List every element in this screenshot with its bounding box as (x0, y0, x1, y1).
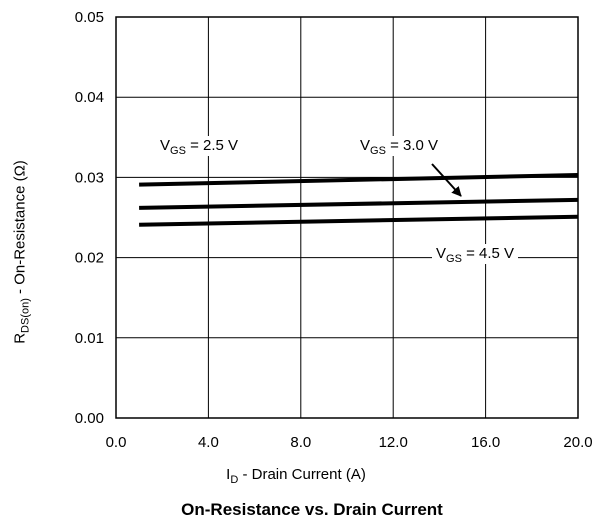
x-tick-label: 12.0 (379, 434, 408, 451)
y-axis-label: RDS(on) - On-Resistance (Ω) (11, 160, 32, 344)
y-tick-label: 0.05 (75, 9, 104, 26)
series-line-0 (139, 172, 579, 187)
x-tick-label: 8.0 (290, 434, 311, 451)
series-line-2 (139, 214, 579, 227)
x-axis-label: ID - Drain Current (A) (226, 466, 366, 486)
y-tick-label: 0.01 (75, 330, 104, 347)
y-tick-label: 0.00 (75, 410, 104, 427)
chart-title: On-Resistance vs. Drain Current (181, 500, 443, 519)
series-arrow (431, 163, 462, 197)
x-tick-label: 20.0 (563, 434, 592, 451)
y-tick-label: 0.02 (75, 250, 104, 267)
series-label-vgs-2-5: VGS = 2.5 V (156, 136, 243, 157)
x-tick-label: 16.0 (471, 434, 500, 451)
y-tick-label: 0.03 (75, 169, 104, 186)
x-tick-label: 0.0 (106, 434, 127, 451)
series-line-1 (139, 197, 579, 210)
series-label-vgs-3-0: VGS = 3.0 V (356, 136, 443, 157)
x-tick-label: 4.0 (198, 434, 219, 451)
y-tick-label: 0.04 (75, 89, 104, 106)
series-label-vgs-4-5: VGS = 4.5 V (432, 244, 519, 265)
